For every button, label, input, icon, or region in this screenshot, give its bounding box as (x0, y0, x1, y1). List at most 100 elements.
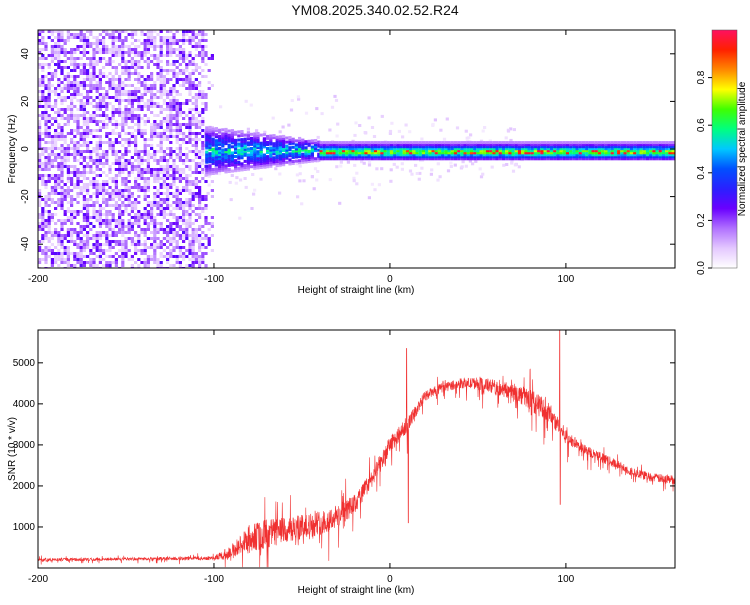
spectrogram-cell (82, 87, 86, 90)
spectrogram-cell (210, 234, 214, 237)
spectrogram-cell (105, 93, 109, 96)
spectrogram-cell (166, 114, 170, 117)
spectrogram-cell (319, 143, 323, 147)
spectrogram-cell (517, 145, 522, 149)
spectrogram-cell (124, 189, 128, 192)
spectrogram-cell (41, 174, 45, 177)
spectrogram-cell (671, 157, 675, 161)
spectrogram-cell (345, 153, 349, 157)
spectrogram-y-tick-label: 20 (20, 95, 31, 107)
spectrogram-cell (156, 207, 160, 210)
spectrogram-cell (272, 146, 276, 150)
spectrogram-cell (76, 237, 80, 240)
spectrogram-cell (127, 45, 131, 48)
spectrogram-cell (540, 145, 544, 149)
spectrogram-cell (143, 123, 147, 126)
spectrogram-cell (60, 234, 64, 237)
spectrogram-cell (114, 204, 118, 207)
spectrogram-cell (393, 151, 397, 155)
spectrogram-cell (530, 147, 534, 151)
spectrogram-cell (159, 72, 163, 75)
spectrogram-cell (118, 114, 122, 117)
snr-x-tick-label: -200 (28, 574, 48, 585)
spectrogram-cell (495, 147, 499, 151)
spectrogram-cell (162, 171, 166, 174)
spectrogram-cell (246, 133, 250, 137)
spectrogram-cell (307, 156, 311, 159)
spectrogram-cell (111, 39, 115, 42)
snr-y-tick-label: 1000 (13, 522, 36, 533)
spectrogram-cell (234, 138, 238, 142)
spectrogram-cell (79, 162, 83, 165)
spectrogram-cell (481, 172, 485, 176)
spectrogram-cell (150, 39, 154, 42)
spectrogram-cell (537, 153, 541, 157)
spectrogram-cell (143, 138, 147, 141)
spectrogram-cell (227, 129, 231, 133)
spectrogram-cell (572, 149, 576, 153)
spectrogram-cell (272, 160, 276, 164)
spectrogram-cell (105, 105, 109, 108)
spectrogram-cell (63, 234, 67, 237)
spectrogram-cell (146, 213, 150, 216)
spectrogram-cell (63, 54, 67, 57)
spectrogram-cell (111, 66, 115, 69)
spectrogram-cell (298, 179, 302, 183)
spectrogram-cell (224, 158, 228, 162)
spectrogram-cell (285, 156, 289, 160)
spectrogram-cell (370, 157, 374, 161)
spectrogram-cell (44, 186, 48, 189)
spectrogram-cell (194, 144, 198, 147)
spectrogram-cell (137, 201, 141, 204)
spectrogram-cell (114, 54, 118, 57)
spectrogram-cell (198, 90, 202, 93)
spectrogram-cell (47, 180, 51, 183)
spectrogram-cell (76, 174, 80, 177)
spectrogram-cell (620, 145, 624, 149)
spectrogram-cell (98, 105, 102, 108)
spectrogram-cell (434, 157, 438, 161)
spectrogram-cell (194, 108, 198, 111)
spectrogram-cell (130, 90, 134, 93)
spectrogram-cell (63, 51, 67, 54)
spectrogram-cell (253, 164, 257, 168)
spectrogram-cell (604, 143, 608, 147)
spectrogram-cell (409, 141, 413, 145)
spectrogram-cell (44, 87, 48, 90)
spectrogram-cell (114, 264, 118, 267)
spectrogram-cell (79, 57, 83, 60)
spectrogram-cell (73, 210, 77, 213)
spectrogram-cell (658, 145, 662, 149)
spectrogram-cell (182, 117, 186, 120)
spectrogram-cell (335, 165, 339, 169)
spectrogram-cell (396, 147, 400, 151)
spectrogram-cell (86, 30, 90, 33)
spectrogram-cell (437, 155, 442, 159)
spectrogram-cell (172, 75, 176, 78)
spectrogram-cell (159, 252, 163, 255)
spectrogram-cell (533, 149, 538, 153)
spectrogram-cell (205, 168, 209, 172)
spectrogram-cell (185, 210, 189, 213)
spectrogram-cell (455, 126, 460, 130)
spectrogram-cell (498, 145, 502, 149)
spectrogram-cell (291, 153, 295, 157)
spectrogram-cell (278, 147, 282, 151)
spectrogram-cell (175, 66, 179, 69)
spectrogram-cell (153, 186, 157, 189)
spectrogram-x-tick-label: 100 (558, 274, 575, 285)
spectrogram-cell (314, 145, 318, 149)
spectrogram-cell (130, 72, 134, 75)
spectrogram-cell (50, 234, 54, 237)
spectrogram-cell (57, 84, 61, 87)
spectrogram-cell (73, 255, 77, 258)
spectrogram-cell (234, 159, 238, 163)
spectrogram-cell (98, 51, 102, 54)
spectrogram-cell (47, 192, 51, 195)
spectrogram-cell (482, 153, 486, 157)
spectrogram-cell (259, 157, 263, 161)
spectrogram-cell (553, 153, 557, 157)
spectrogram-cell (396, 157, 400, 161)
spectrogram-cell (301, 152, 305, 156)
spectrogram-cell (79, 180, 83, 183)
